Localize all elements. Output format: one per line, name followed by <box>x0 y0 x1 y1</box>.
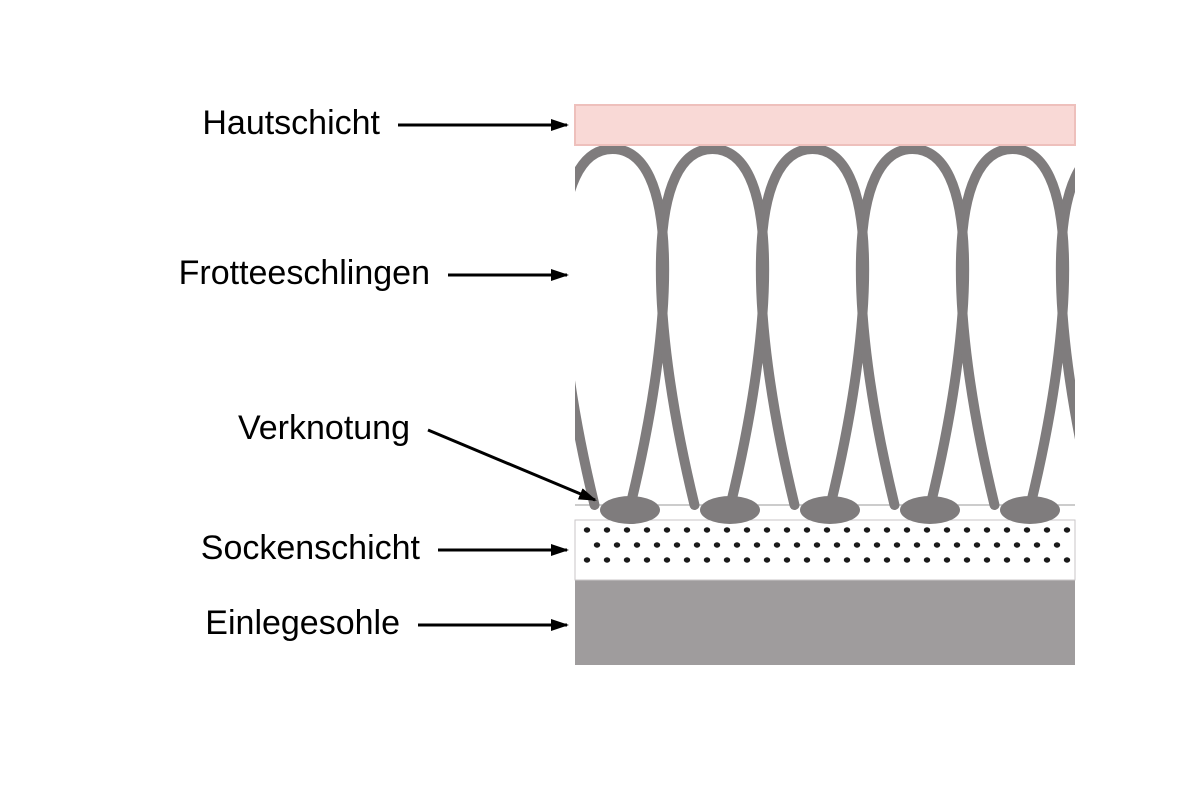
label-sockenschicht: Sockenschicht <box>201 529 567 567</box>
label-einlegesohle: Einlegesohle <box>205 604 567 642</box>
insole-layer <box>575 580 1075 665</box>
label-text-hautschicht: Hautschicht <box>202 104 380 142</box>
label-hautschicht: Hautschicht <box>202 104 567 142</box>
label-frotteeschlingen: Frotteeschlingen <box>179 254 567 292</box>
label-text-verknotung: Verknotung <box>238 409 410 447</box>
terry-loops <box>561 149 1164 505</box>
arrow-verknotung <box>428 430 595 500</box>
label-text-sockenschicht: Sockenschicht <box>201 529 421 567</box>
label-verknotung: Verknotung <box>238 409 595 500</box>
label-text-einlegesohle: Einlegesohle <box>205 604 400 642</box>
label-text-frotteeschlingen: Frotteeschlingen <box>179 254 430 292</box>
skin-layer <box>575 105 1075 145</box>
